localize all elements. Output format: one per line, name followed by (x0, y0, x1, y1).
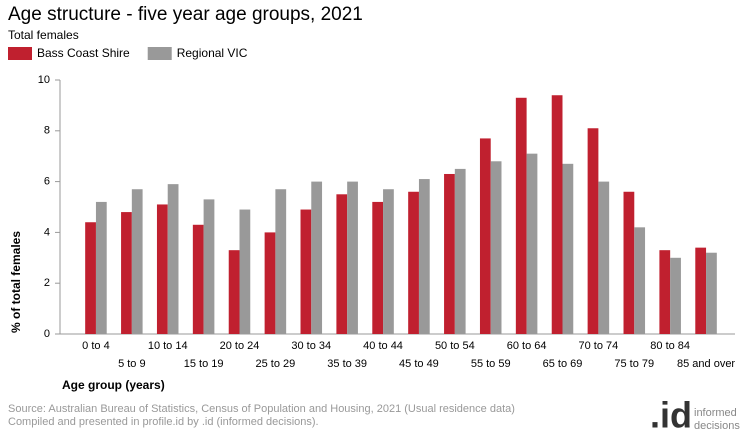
y-tick-label: 4 (44, 226, 50, 238)
bar (659, 250, 671, 334)
x-tick-label: 80 to 84 (650, 340, 690, 352)
bar (347, 181, 358, 334)
bar (167, 184, 179, 334)
bar (695, 247, 707, 334)
bar (156, 204, 168, 334)
x-tick-label: 50 to 54 (435, 340, 475, 352)
bar (408, 191, 419, 334)
bar (444, 173, 455, 334)
bar (85, 222, 96, 334)
bar (418, 179, 430, 334)
bar (562, 163, 574, 334)
x-tick-label: 55 to 59 (471, 358, 511, 370)
bar (587, 128, 599, 334)
bar (551, 95, 563, 335)
legend-label: Regional VIC (177, 46, 248, 60)
bar (336, 194, 348, 334)
bar (372, 201, 384, 334)
bar (311, 181, 323, 334)
x-tick-label: 20 to 24 (220, 340, 260, 352)
bar (228, 250, 240, 334)
bar (598, 181, 610, 334)
y-tick-label: 6 (44, 176, 50, 188)
bar (623, 191, 635, 334)
y-tick-label: 2 (44, 277, 50, 289)
x-tick-label: 85 and over (677, 358, 735, 370)
y-tick-label: 0 (44, 328, 50, 340)
chart-subtitle: Total females (8, 28, 79, 42)
bar (526, 153, 538, 334)
logo: .id (650, 395, 692, 436)
y-tick-label: 8 (44, 125, 50, 137)
x-tick-label: 0 to 4 (82, 340, 110, 352)
bar (203, 199, 215, 334)
y-tick-label: 10 (38, 74, 50, 86)
chart-title: Age structure - five year age groups, 20… (8, 4, 363, 25)
x-tick-label: 10 to 14 (148, 340, 188, 352)
logo-text: informed (694, 407, 737, 419)
bar (515, 97, 527, 334)
x-axis-title: Age group (years) (62, 378, 165, 392)
bar (275, 189, 287, 334)
bar (479, 138, 491, 334)
bar (300, 209, 312, 334)
bar (706, 252, 717, 334)
bar (264, 232, 276, 334)
bar (95, 201, 107, 334)
x-tick-label: 75 to 79 (614, 358, 654, 370)
bar (192, 224, 204, 334)
logo-text: decisions (694, 420, 740, 432)
bar (454, 168, 466, 334)
x-tick-label: 5 to 9 (118, 358, 146, 370)
x-tick-label: 45 to 49 (399, 358, 439, 370)
legend-label: Bass Coast Shire (37, 46, 130, 60)
x-tick-label: 70 to 74 (579, 340, 619, 352)
x-tick-label: 35 to 39 (327, 358, 367, 370)
x-tick-label: 30 to 34 (291, 340, 331, 352)
credit-note: Compiled and presented in profile.id by … (8, 416, 319, 428)
x-tick-label: 40 to 44 (363, 340, 403, 352)
y-axis-title: % of total females (9, 231, 23, 333)
bar (670, 257, 681, 334)
bar (131, 189, 143, 334)
x-tick-label: 65 to 69 (543, 358, 583, 370)
bar (490, 161, 502, 334)
bar (239, 209, 251, 334)
x-tick-label: 15 to 19 (184, 358, 224, 370)
bar (121, 212, 132, 334)
legend-swatch (8, 47, 32, 60)
bar (383, 189, 394, 334)
legend-swatch (147, 47, 172, 60)
x-tick-label: 60 to 64 (507, 340, 547, 352)
bar (634, 227, 646, 334)
source-note: Source: Australian Bureau of Statistics,… (8, 403, 515, 415)
x-tick-label: 25 to 29 (256, 358, 296, 370)
